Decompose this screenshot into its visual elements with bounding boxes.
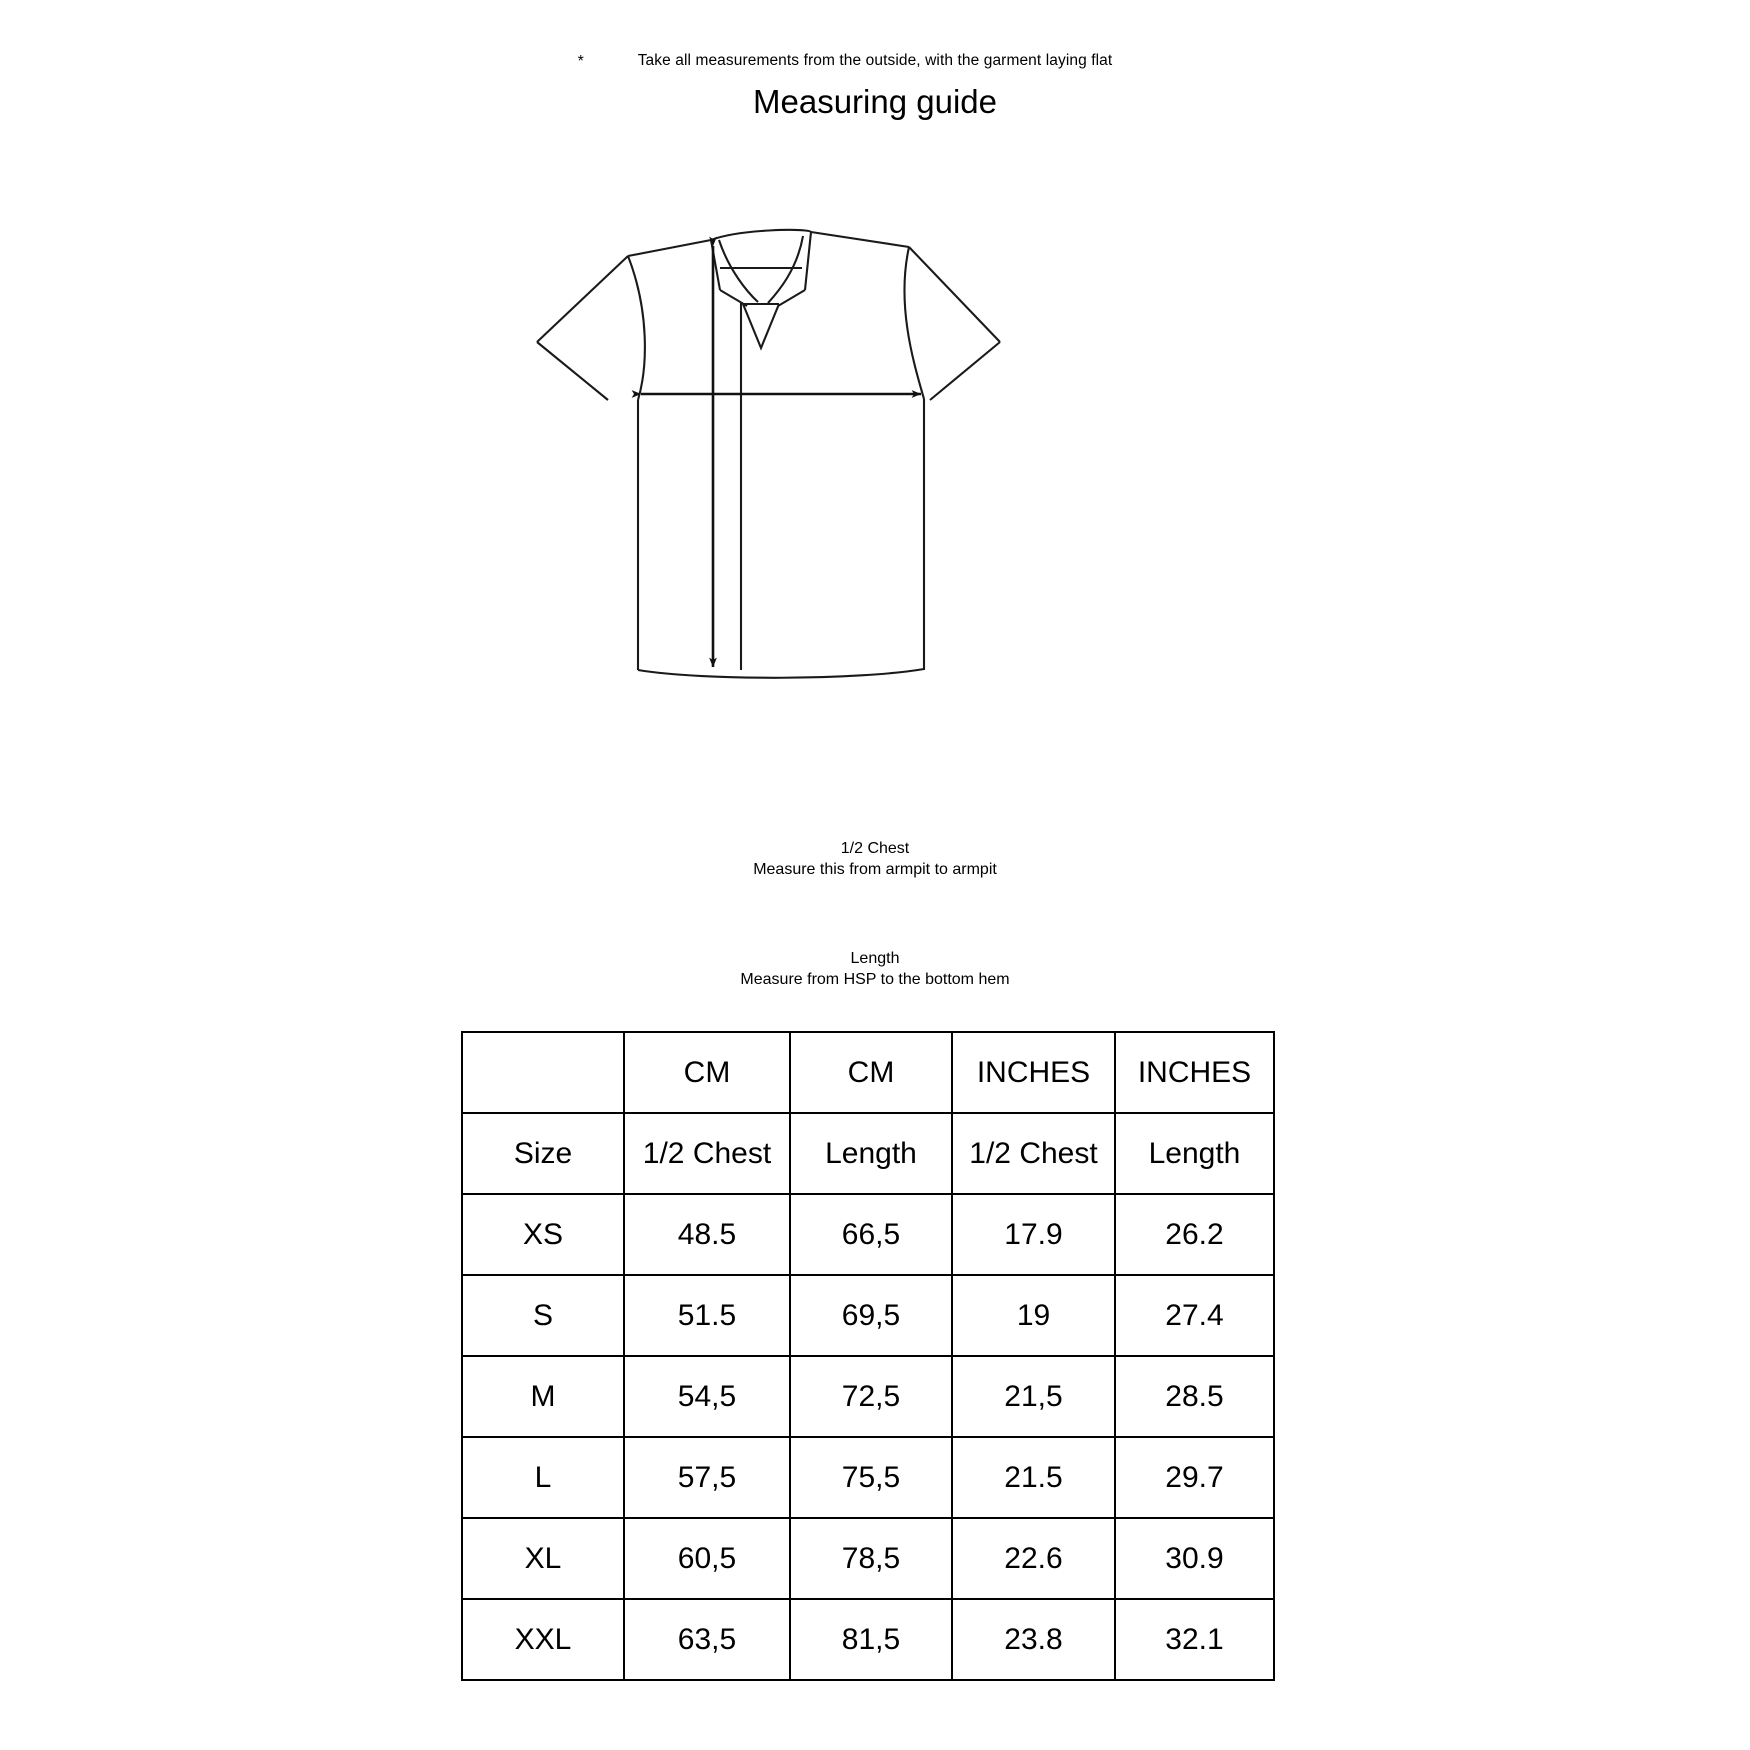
unit-cell-chest-cm: CM <box>623 1031 791 1114</box>
table-unit-row: CM CM INCHES INCHES <box>461 1031 1275 1114</box>
unit-cell-length-inches: INCHES <box>1114 1031 1275 1114</box>
cell-length-cm: 75,5 <box>789 1436 953 1519</box>
cell-size: M <box>461 1355 625 1438</box>
cell-length-inches: 32.1 <box>1114 1598 1275 1681</box>
column-header-size: Size <box>461 1112 625 1195</box>
cell-length-inches: 29.7 <box>1114 1436 1275 1519</box>
cell-size: XL <box>461 1517 625 1600</box>
cell-chest-inches: 22.6 <box>951 1517 1116 1600</box>
cell-length-inches: 26.2 <box>1114 1193 1275 1276</box>
cell-chest-cm: 48.5 <box>623 1193 791 1276</box>
table-row: S 51.5 69,5 19 27.4 <box>461 1274 1275 1357</box>
unit-cell-length-cm: CM <box>789 1031 953 1114</box>
table-row: XS 48.5 66,5 17.9 26.2 <box>461 1193 1275 1276</box>
cell-length-inches: 28.5 <box>1114 1355 1275 1438</box>
size-chart-container: CM CM INCHES INCHES Size 1/2 Chest Lengt… <box>461 1031 1275 1681</box>
measurement-note: * Take all measurements from the outside,… <box>577 52 1113 70</box>
table-row: L 57,5 75,5 21.5 29.7 <box>461 1436 1275 1519</box>
cell-length-cm: 72,5 <box>789 1355 953 1438</box>
page-title: Measuring guide <box>753 83 997 120</box>
cell-chest-cm: 57,5 <box>623 1436 791 1519</box>
cell-size: XS <box>461 1193 625 1276</box>
column-header-length-inches: Length <box>1114 1112 1275 1195</box>
cell-length-cm: 69,5 <box>789 1274 953 1357</box>
cell-chest-inches: 21.5 <box>951 1436 1116 1519</box>
cell-chest-inches: 17.9 <box>951 1193 1116 1276</box>
cell-length-cm: 81,5 <box>789 1598 953 1681</box>
measurement-note-text: Take all measurements from the outside, … <box>637 52 1113 69</box>
cell-size: S <box>461 1274 625 1357</box>
cell-length-inches: 30.9 <box>1114 1517 1275 1600</box>
polo-shirt-diagram <box>475 150 1275 710</box>
length-caption-title: Length <box>850 950 900 967</box>
cell-chest-inches: 21,5 <box>951 1355 1116 1438</box>
column-header-chest-cm: 1/2 Chest <box>623 1112 791 1195</box>
chest-caption-subtitle: Measure this from armpit to armpit <box>753 861 997 879</box>
cell-length-inches: 27.4 <box>1114 1274 1275 1357</box>
column-header-chest-inches: 1/2 Chest <box>951 1112 1116 1195</box>
cell-chest-inches: 19 <box>951 1274 1116 1357</box>
cell-size: XXL <box>461 1598 625 1681</box>
unit-cell-empty <box>461 1031 625 1114</box>
length-caption: Length Measure from HSP to the bottom he… <box>0 948 1750 990</box>
cell-size: L <box>461 1436 625 1519</box>
length-caption-subtitle: Measure from HSP to the bottom hem <box>740 971 1010 989</box>
cell-length-cm: 66,5 <box>789 1193 953 1276</box>
cell-length-cm: 78,5 <box>789 1517 953 1600</box>
size-chart-table: CM CM INCHES INCHES Size 1/2 Chest Lengt… <box>461 1031 1275 1681</box>
table-header-row: Size 1/2 Chest Length 1/2 Chest Length <box>461 1112 1275 1195</box>
column-header-length-cm: Length <box>789 1112 953 1195</box>
cell-chest-inches: 23.8 <box>951 1598 1116 1681</box>
table-row: XXL 63,5 81,5 23.8 32.1 <box>461 1598 1275 1681</box>
table-row: XL 60,5 78,5 22.6 30.9 <box>461 1517 1275 1600</box>
chest-caption-title: 1/2 Chest <box>840 840 910 857</box>
cell-chest-cm: 54,5 <box>623 1355 791 1438</box>
cell-chest-cm: 63,5 <box>623 1598 791 1681</box>
chest-caption: 1/2 Chest Measure this from armpit to ar… <box>0 838 1750 880</box>
cell-chest-cm: 51.5 <box>623 1274 791 1357</box>
shirt-outline <box>536 228 1001 679</box>
cell-chest-cm: 60,5 <box>623 1517 791 1600</box>
table-row: M 54,5 72,5 21,5 28.5 <box>461 1355 1275 1438</box>
unit-cell-chest-inches: INCHES <box>951 1031 1116 1114</box>
